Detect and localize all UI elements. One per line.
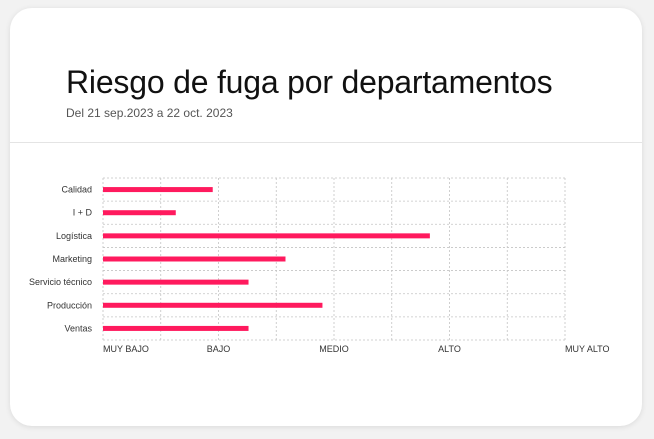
- x-tick-label: BAJO: [207, 344, 231, 354]
- date-range: Del 21 sep.2023 a 22 oct. 2023: [66, 106, 233, 120]
- bar: [103, 279, 249, 285]
- category-label: Logística: [56, 231, 92, 241]
- chart-title: Riesgo de fuga por departamentos: [66, 64, 553, 100]
- header-divider: [10, 142, 642, 143]
- x-tick-label: MUY BAJO: [103, 344, 149, 354]
- category-label: Ventas: [64, 323, 92, 333]
- category-label: Producción: [47, 300, 92, 310]
- category-label: Calidad: [61, 185, 92, 195]
- x-tick-label: ALTO: [438, 344, 461, 354]
- bar: [103, 256, 286, 262]
- bar: [103, 233, 430, 239]
- bar: [103, 210, 176, 216]
- category-label: Servicio técnico: [29, 277, 92, 287]
- chart-card: Riesgo de fuga por departamentos Del 21 …: [10, 8, 642, 426]
- bar: [103, 325, 249, 331]
- bar: [103, 187, 213, 193]
- x-tick-label: MUY ALTO: [565, 344, 610, 354]
- x-tick-label: MEDIO: [319, 344, 349, 354]
- bar: [103, 302, 323, 308]
- category-label: Marketing: [52, 254, 92, 264]
- category-label: I + D: [73, 208, 93, 218]
